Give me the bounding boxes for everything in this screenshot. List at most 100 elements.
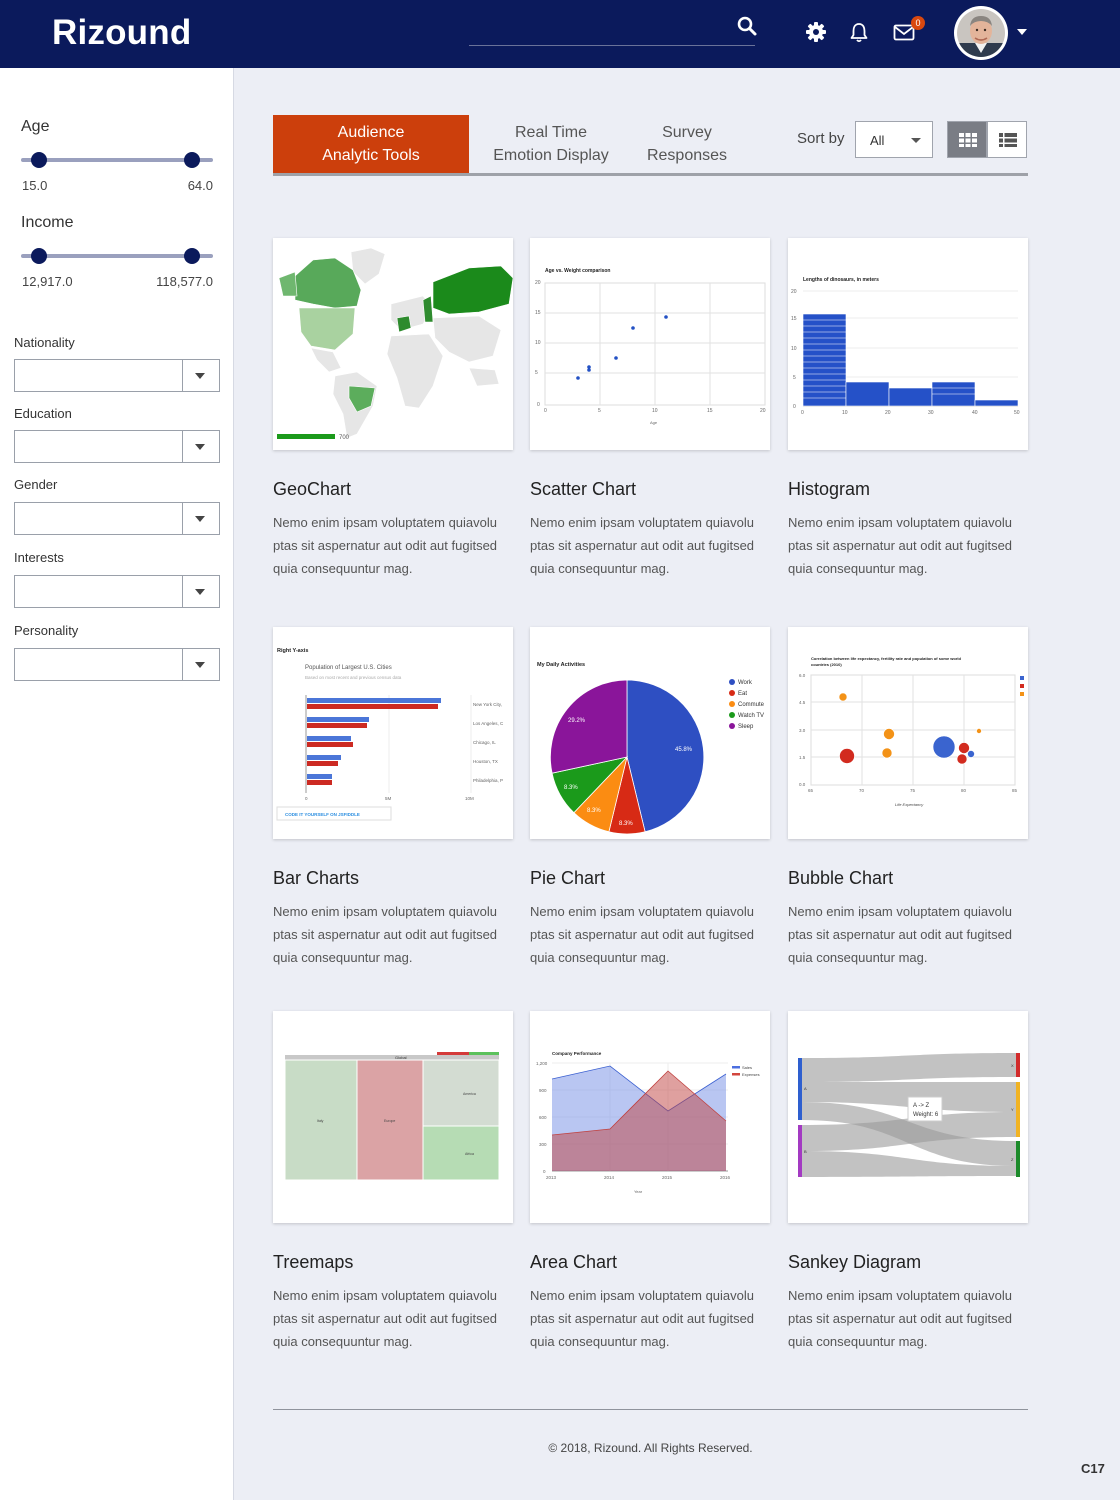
page-code: C17 [1081,1461,1105,1476]
jsfiddle-link[interactable]: CODE IT YOURSELF ON JSFIDDLE [285,812,360,817]
geochart-thumbnail[interactable]: 700 [273,238,513,450]
scatter-title: Age vs. Weight comparison [545,268,610,274]
legend-dot-eat [729,690,735,696]
card-description: Nemo enim ipsam voluptatem quiavolu ptas… [530,904,755,965]
search-icon[interactable] [736,15,758,37]
card-title[interactable]: Pie Chart [530,868,606,888]
tab-audience-analytic-tools[interactable]: Audience Analytic Tools [273,115,469,173]
pie-chart-image: My Daily Activities 45.8% 8.3% 8.3% 8.3%… [537,662,765,835]
card-title[interactable]: Scatter Chart [530,479,637,499]
sankey-tooltip [907,1096,943,1122]
bar-2000 [307,723,367,728]
pie-label: 8.3% [619,821,633,827]
histogram-xtick: 10 [842,410,848,416]
area-legend-swatch [732,1073,740,1076]
gender-select[interactable] [14,502,220,535]
age-slider-min-handle[interactable] [31,152,47,168]
chevron-down-icon[interactable] [1016,27,1028,37]
income-slider-track[interactable] [21,254,213,258]
chevron-down-icon[interactable] [195,662,205,668]
treemaps-thumbnail[interactable]: Global Italy Europe America Africa [273,1011,513,1223]
avatar[interactable] [954,6,1008,60]
gear-icon[interactable] [805,21,827,43]
pie-chart-thumbnail[interactable]: My Daily Activities 45.8% 8.3% 8.3% 8.3%… [530,627,770,839]
tab-survey-responses[interactable]: Survey Responses [640,115,734,173]
geo-legend-bar [277,434,335,439]
sankey-node-label: Y [1011,1107,1014,1112]
mail-icon[interactable] [893,21,915,43]
bar-2000 [307,704,438,709]
sankey-diagram-thumbnail[interactable]: A B X Y Z A -> Z Weight: 6 [788,1011,1028,1223]
bell-icon[interactable] [848,21,870,43]
pie-label: 45.8% [675,747,693,753]
chevron-down-icon[interactable] [195,373,205,379]
scatter-xtick: 20 [760,408,766,414]
sankey-link [802,1151,1016,1177]
card-title[interactable]: Histogram [788,479,871,499]
card-title[interactable]: Sankey Diagram [788,1252,922,1272]
scatter-point [631,326,635,330]
age-slider-track[interactable] [21,158,213,162]
bubble [881,747,893,759]
sort-value: All [870,133,885,148]
personality-select[interactable] [14,648,220,681]
notification-badge: 0 [911,16,925,30]
brand-logo[interactable]: Rizound [52,13,192,52]
bubble [883,728,895,740]
bubble-ytick: 1.5 [799,755,806,760]
area-chart-thumbnail[interactable]: Company Performance 1,200 900 600 300 0 … [530,1011,770,1223]
sort-select[interactable]: All [855,121,933,158]
bar-chart-title: Right Y-axis [277,648,308,654]
list-view-button[interactable] [987,121,1027,158]
scatter-ytick: 15 [535,310,541,316]
scatter-point [614,356,618,360]
tab-real-time-emotion-display[interactable]: Real Time Emotion Display [478,115,624,173]
bubble-chart-thumbnail[interactable]: Correlation between life expectancy, fer… [788,627,1028,839]
age-slider-max-handle[interactable] [184,152,200,168]
scatter-ytick: 5 [535,370,538,376]
bar-charts-thumbnail[interactable]: Right Y-axis Population of Largest U.S. … [273,627,513,839]
chevron-down-icon[interactable] [195,516,205,522]
bar-charts-image: Right Y-axis Population of Largest U.S. … [276,648,504,821]
geo-legend-max: 700 [339,435,350,441]
income-min-value: 12,917.0 [22,274,73,289]
interests-label: Interests [14,550,64,565]
search-input[interactable] [469,45,755,46]
income-slider-min-handle[interactable] [31,248,47,264]
sankey-diagram-image: A B X Y Z A -> Z Weight: 6 [798,1053,1020,1177]
bubble-ytick: 0.0 [799,782,806,787]
bar-2000 [307,742,353,747]
bar-2010 [307,698,441,703]
footer-divider [273,1409,1028,1410]
chevron-down-icon[interactable] [195,444,205,450]
pie-title: My Daily Activities [537,662,585,668]
legend-dot-watch-tv [729,712,735,718]
card-description: Nemo enim ipsam voluptatem quiavolu ptas… [788,904,1013,965]
treemap-label: Europe [384,1119,395,1123]
scatter-ytick: 20 [535,280,541,286]
card-title[interactable]: Bar Charts [273,868,360,888]
histogram-thumbnail[interactable]: Lengths of dinosaurs, in meters 20 15 10… [788,238,1028,450]
income-max-value: 118,577.0 [156,274,213,289]
chevron-down-icon[interactable] [195,589,205,595]
interests-select[interactable] [14,575,220,608]
histogram-ytick: 10 [791,346,797,352]
scatter-chart-thumbnail[interactable]: Age vs. Weight comparison 20 15 10 5 0 0… [530,238,770,450]
bubble [976,728,982,734]
education-select[interactable] [14,430,220,463]
card-title[interactable]: Area Chart [530,1252,618,1272]
area-title: Company Performance [552,1051,602,1056]
area-ytick: 300 [539,1142,547,1147]
card-title[interactable]: GeoChart [273,479,352,499]
nationality-select[interactable] [14,359,220,392]
chevron-down-icon[interactable] [911,138,921,143]
scatter-point [664,315,668,319]
sankey-node-label: A [804,1086,807,1091]
bar-2000 [307,761,338,766]
card-title[interactable]: Treemaps [273,1252,354,1272]
card-title[interactable]: Bubble Chart [788,868,894,888]
income-slider-max-handle[interactable] [184,248,200,264]
grid-view-button[interactable] [947,121,987,158]
scatter-xtick: 15 [707,408,713,414]
area-chart-image: Company Performance 1,200 900 600 300 0 … [536,1051,760,1194]
